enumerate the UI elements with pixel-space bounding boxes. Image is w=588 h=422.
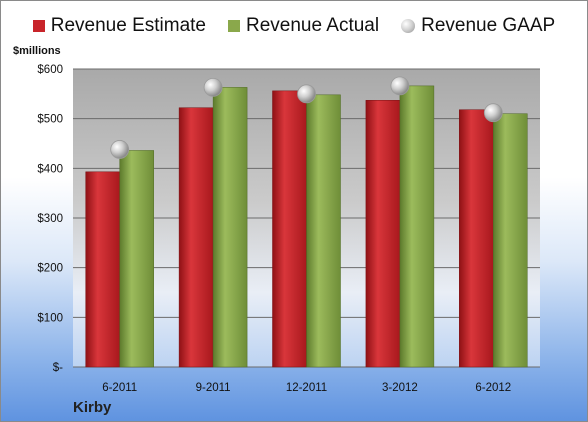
gaap-markers [110, 76, 503, 159]
x-tick-label: 3-2012 [382, 382, 418, 394]
x-tick-label: 12-2011 [286, 382, 327, 394]
bar-actual-6-2012 [493, 113, 528, 368]
legend-label-actual: Revenue Actual [246, 15, 380, 36]
bars [85, 85, 528, 368]
company-name: Kirby [73, 399, 112, 416]
x-tick-label: 9-2011 [196, 382, 231, 394]
bar-actual-6-2011 [119, 150, 154, 368]
y-tick-label: $600 [37, 64, 63, 76]
y-tick-label: $- [53, 362, 63, 374]
bar-estimate-6-2012 [459, 109, 494, 368]
y-tick-label: $300 [37, 213, 63, 225]
bar-estimate-12-2011 [272, 90, 307, 368]
bar-actual-9-2011 [212, 87, 248, 368]
y-tick-label: $200 [37, 263, 63, 275]
bar-actual-12-2011 [306, 94, 341, 368]
legend: Revenue Estimate Revenue Actual Revenue … [1, 15, 587, 37]
bar-estimate-9-2011 [178, 107, 214, 368]
legend-swatch-estimate [32, 20, 45, 32]
legend-item-gaap: Revenue GAAP [401, 15, 555, 37]
gaap-marker-12-2011 [297, 84, 316, 104]
x-tick-label: 6-2012 [475, 382, 511, 394]
bar-estimate-3-2012 [365, 100, 401, 368]
y-tick-label: $500 [37, 114, 63, 126]
x-axis-ticks: 6-2011 9-2011 12-2011 3-2012 6-2012 [102, 382, 511, 394]
gaap-marker-6-2011 [110, 140, 130, 159]
bar-actual-3-2012 [399, 85, 435, 368]
x-tick-label: 6-2011 [102, 382, 137, 394]
legend-item-estimate: Revenue Estimate [32, 15, 206, 37]
legend-marker-gaap [401, 19, 416, 33]
y-tick-label: $100 [37, 312, 63, 324]
gaap-marker-9-2011 [203, 77, 223, 97]
gaap-marker-6-2012 [483, 103, 503, 123]
legend-swatch-actual [228, 20, 240, 32]
legend-label-gaap: Revenue GAAP [421, 15, 556, 36]
y-axis-units-label: $millions [13, 45, 61, 57]
gaap-marker-3-2012 [390, 76, 410, 96]
legend-item-actual: Revenue Actual [228, 15, 379, 37]
y-tick-label: $400 [37, 163, 63, 175]
legend-label-estimate: Revenue Estimate [50, 15, 206, 36]
bar-estimate-6-2011 [85, 171, 120, 368]
y-axis-ticks: $- $100 $200 $300 $400 $500 $600 [37, 64, 63, 374]
